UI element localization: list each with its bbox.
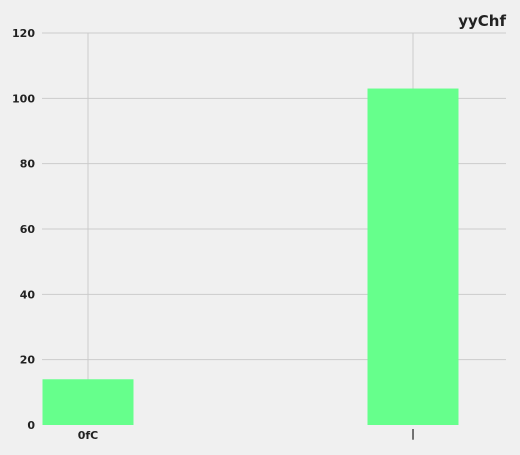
y-tick-label: 40 — [20, 288, 36, 301]
y-tick-label: 20 — [20, 354, 36, 367]
y-tick-label: 0 — [27, 419, 35, 432]
bar-1 — [367, 88, 459, 426]
x-axis-tick-labels: 0fC | — [78, 427, 415, 442]
y-tick-label: 100 — [12, 92, 35, 105]
y-tick-label: 80 — [20, 158, 36, 171]
y-axis-tick-labels: 0 20 40 60 80 100 120 — [12, 27, 35, 432]
y-tick-label: 60 — [20, 223, 36, 236]
x-tick-label: 0fC — [78, 429, 99, 442]
y-tick-label: 120 — [12, 27, 35, 40]
x-tick-label: | — [411, 427, 415, 440]
bar-0 — [42, 379, 134, 425]
bars — [42, 88, 459, 426]
chart-title: yyChf — [458, 12, 506, 30]
